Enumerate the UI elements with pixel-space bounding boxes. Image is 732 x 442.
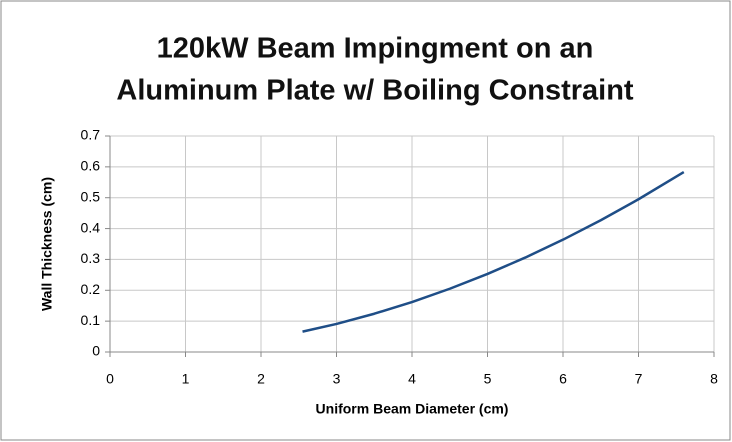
y-tick-label: 0.3 <box>81 250 101 266</box>
x-tick-label: 2 <box>257 371 265 387</box>
y-tick-label: 0.1 <box>81 312 101 328</box>
y-tick-label: 0.2 <box>81 281 101 297</box>
x-tick-label: 6 <box>559 371 567 387</box>
chart-title: 120kW Beam Impingment on an <box>157 33 594 65</box>
y-tick-label: 0.7 <box>81 127 101 143</box>
x-tick-label: 0 <box>106 371 114 387</box>
x-axis-label: Uniform Beam Diameter (cm) <box>316 401 509 417</box>
y-tick-label: 0.4 <box>81 219 101 235</box>
y-axis-label: Wall Thickness (cm) <box>39 177 55 311</box>
y-tick-label: 0 <box>92 343 100 359</box>
x-tick-label: 4 <box>408 371 416 387</box>
y-tick-label: 0.6 <box>81 158 101 174</box>
y-tick-label: 0.5 <box>81 188 101 204</box>
x-tick-label: 1 <box>182 371 190 387</box>
x-tick-label: 7 <box>635 371 643 387</box>
x-tick-label: 3 <box>333 371 341 387</box>
x-tick-label: 8 <box>710 371 718 387</box>
data-line <box>302 171 685 333</box>
chart-title: Aluminum Plate w/ Boiling Constraint <box>116 75 634 107</box>
x-tick-label: 5 <box>484 371 492 387</box>
